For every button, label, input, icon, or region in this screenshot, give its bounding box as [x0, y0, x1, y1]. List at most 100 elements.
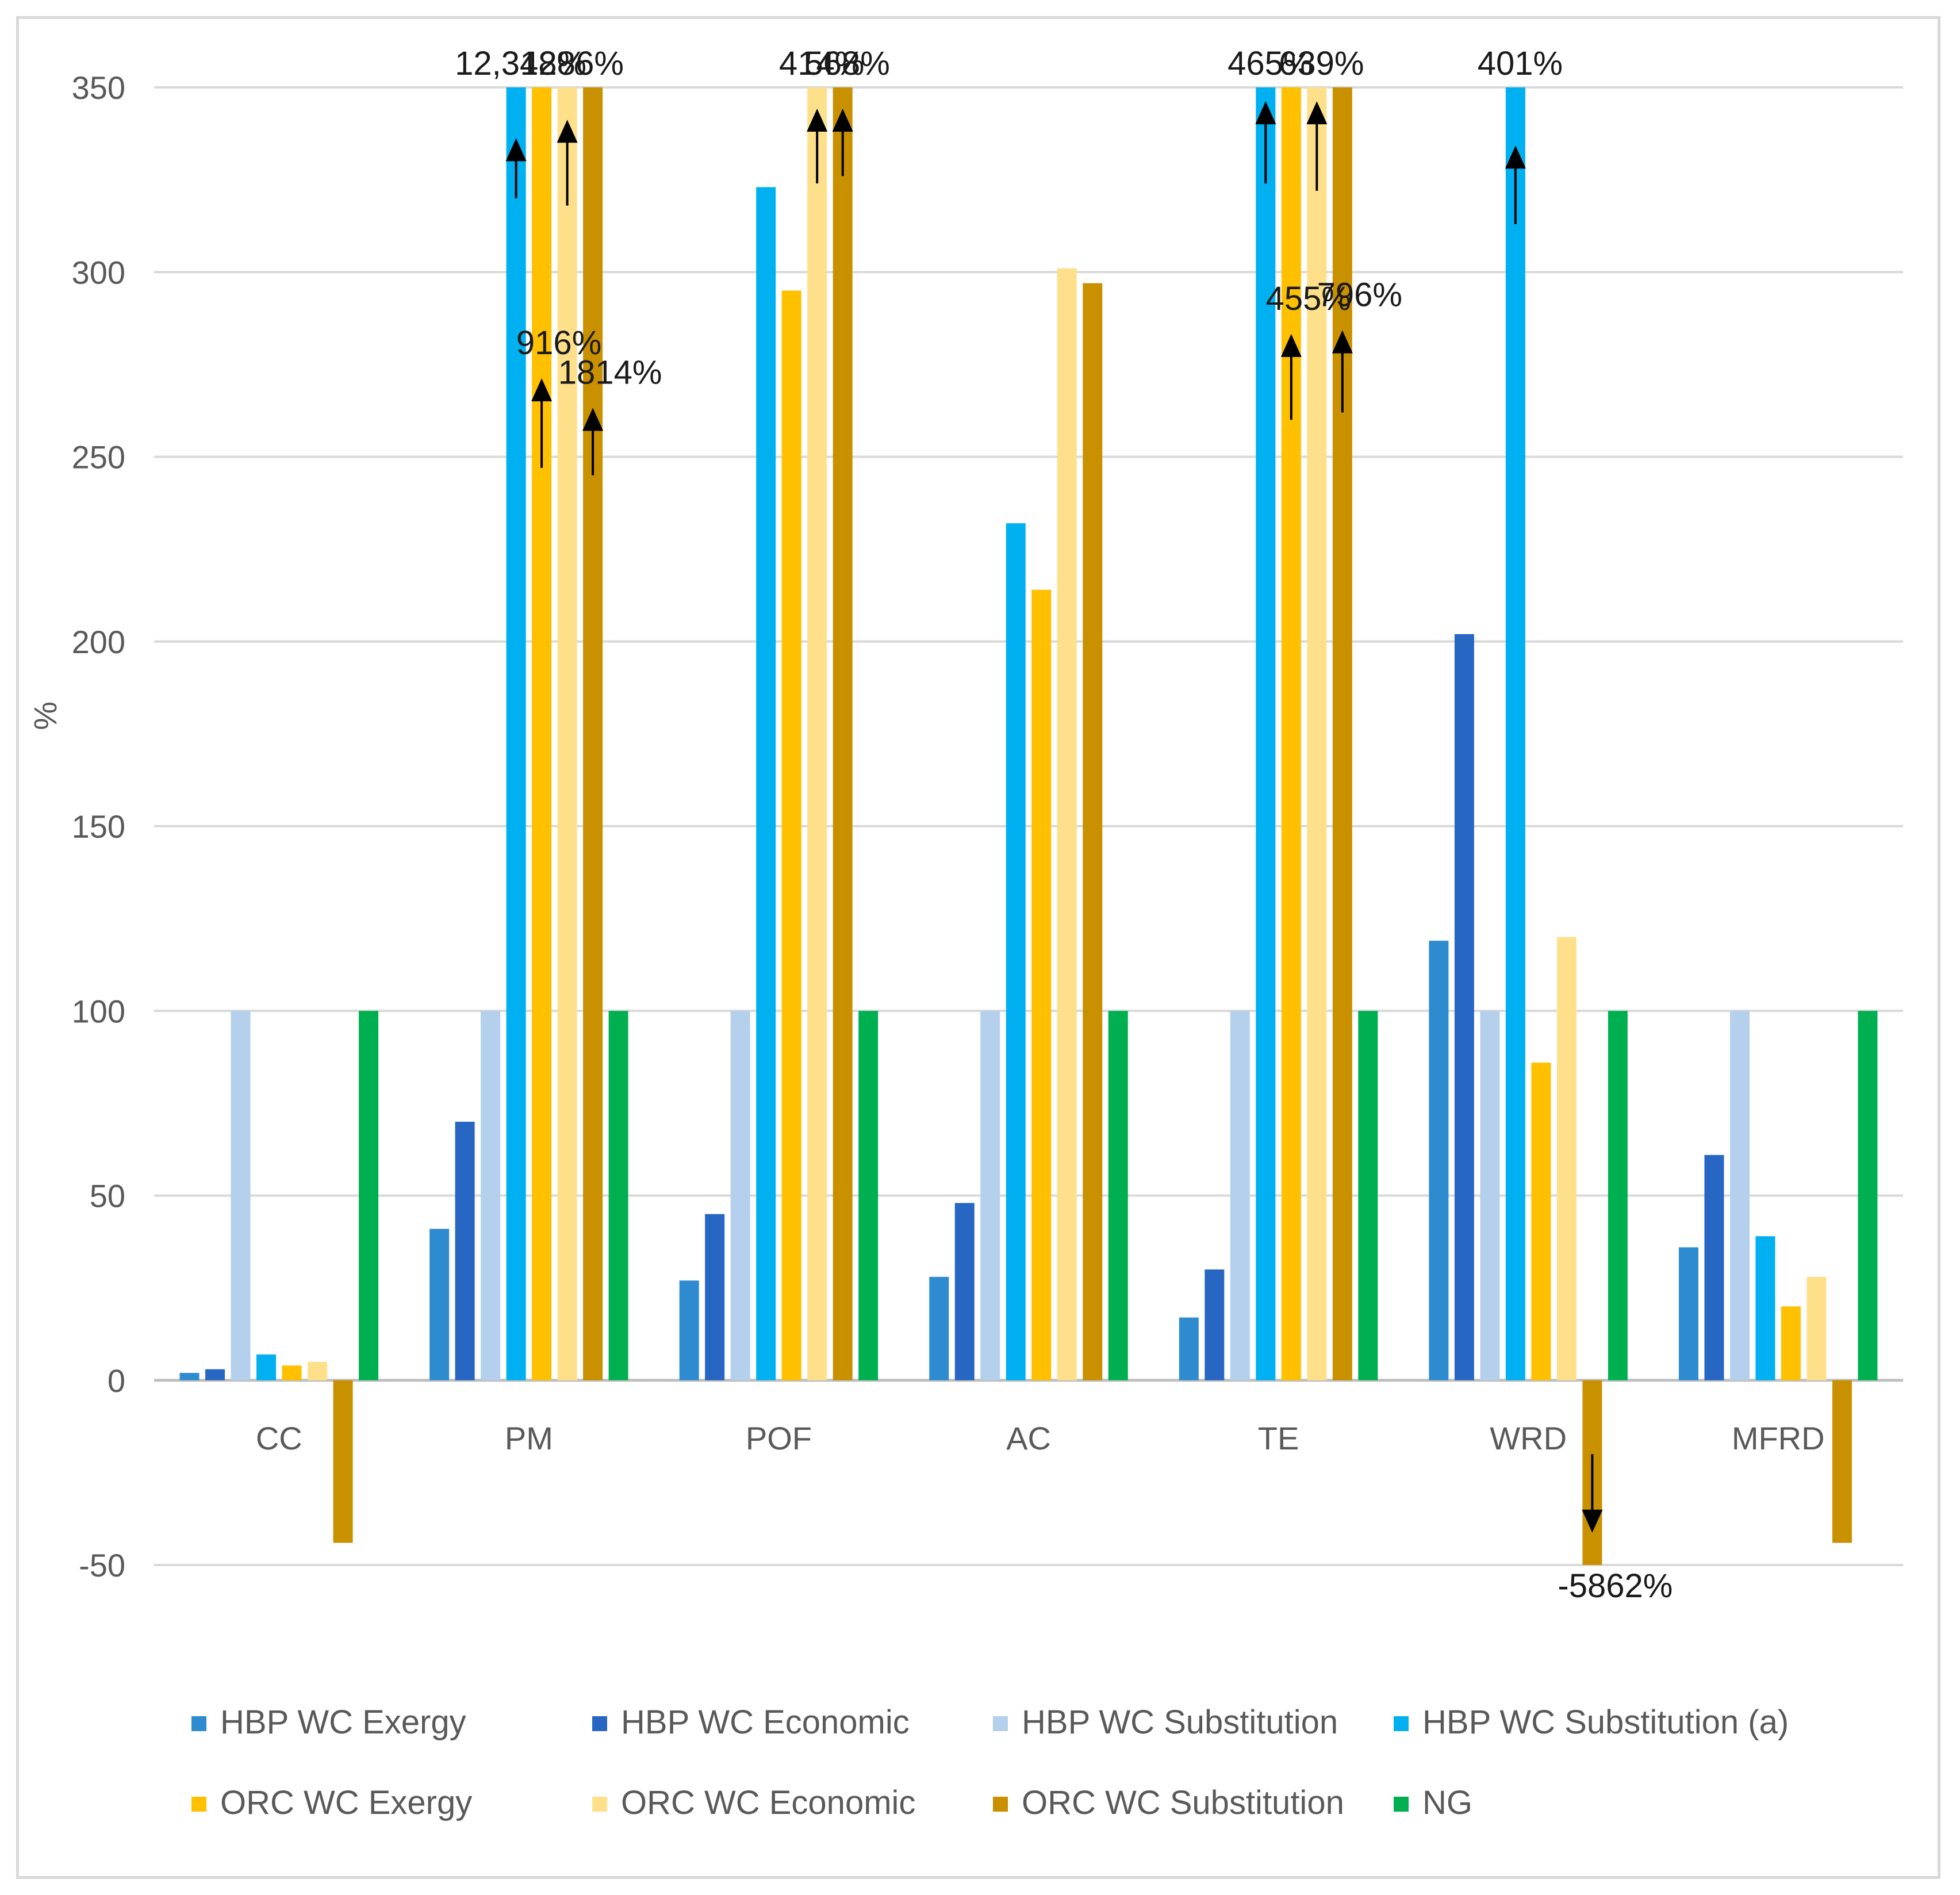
bar [705, 1214, 725, 1380]
bar [1230, 1011, 1250, 1380]
annotation-arrowhead [557, 120, 578, 143]
legend-swatch [191, 1716, 206, 1731]
bar [1332, 87, 1352, 1380]
bar [781, 290, 801, 1380]
legend-swatch [191, 1797, 206, 1812]
data-label: 12,348% [455, 45, 586, 82]
bar [1858, 1011, 1878, 1380]
bar [954, 1203, 975, 1380]
legend-swatch [1394, 1716, 1409, 1731]
axes: -50 0 50 100 150 200 250 300 350 CC PM POF AC TE WRD MF… [72, 70, 1825, 1583]
annotation-arrowhead [1306, 101, 1328, 125]
legend-label: NG [1422, 1784, 1472, 1821]
bar [256, 1354, 277, 1380]
bar [1556, 937, 1577, 1380]
legend-label: ORC WC Exergy [220, 1784, 472, 1821]
bar [1307, 87, 1327, 1380]
bar [1729, 1011, 1750, 1380]
bar [1608, 1011, 1628, 1380]
annotation-arrowhead [582, 408, 604, 431]
annotation-arrowhead [505, 138, 527, 162]
x-tick-label: WRD [1490, 1420, 1567, 1456]
x-tick-label: POF [746, 1420, 812, 1456]
annotation-arrowhead [1280, 333, 1302, 357]
y-tick-label: 0 [108, 1363, 125, 1399]
bar [980, 1011, 1000, 1380]
bar [1704, 1154, 1724, 1380]
bar [282, 1365, 302, 1380]
y-tick-label: -50 [79, 1547, 125, 1583]
bar [1531, 1062, 1551, 1380]
legend-swatch [592, 1797, 607, 1812]
data-label: 568% [805, 45, 890, 82]
bar [506, 87, 526, 1380]
bar [1083, 283, 1103, 1380]
legend-label: HBP WC Substitution (a) [1422, 1704, 1789, 1741]
bar [308, 1361, 328, 1380]
bar [1281, 87, 1301, 1380]
data-label: 796% [1317, 276, 1402, 313]
bar [1806, 1276, 1827, 1380]
legend-swatch [993, 1716, 1008, 1731]
legend-swatch [592, 1716, 607, 1731]
bar [1429, 941, 1449, 1380]
y-tick-label: 250 [72, 439, 125, 475]
y-axis-label: % [27, 701, 63, 730]
legend-label: ORC WC Substitution [1022, 1784, 1344, 1821]
bar [1108, 1011, 1128, 1380]
data-label: 401% [1478, 45, 1563, 82]
data-label: 414% [779, 45, 864, 82]
legend-label: HBP WC Substitution [1022, 1704, 1338, 1741]
bar [1031, 589, 1052, 1380]
bar [1832, 1380, 1852, 1543]
bar [455, 1122, 475, 1380]
bar [1454, 634, 1474, 1380]
x-tick-label: CC [256, 1420, 302, 1456]
bar [1006, 523, 1026, 1380]
bar [1755, 1236, 1775, 1380]
x-tick-label: AC [1006, 1420, 1051, 1456]
data-label: -5862% [1558, 1567, 1673, 1605]
bar [608, 1011, 628, 1380]
bar [532, 87, 552, 1380]
annotation-arrowhead [1332, 330, 1353, 354]
annotation-arrowhead [807, 108, 828, 132]
bar [858, 1011, 879, 1380]
chart-frame [16, 16, 1940, 1879]
bar [756, 187, 776, 1380]
y-tick-label: 100 [72, 993, 125, 1029]
bar [481, 1011, 501, 1380]
bar [1256, 87, 1276, 1380]
bar [679, 1280, 699, 1380]
legend-label: HBP WC Exergy [220, 1704, 466, 1741]
bar [833, 87, 853, 1380]
bar [429, 1229, 450, 1380]
annotation-arrowhead [1505, 145, 1526, 169]
bar [359, 1011, 379, 1380]
y-tick-label: 350 [72, 70, 125, 106]
bar [583, 87, 603, 1380]
data-label: 1814% [558, 354, 662, 391]
legend-swatch [1394, 1797, 1409, 1812]
data-label: 455% [1266, 280, 1351, 317]
legend: HBP WC Exergy HBP WC Economic HBP WC Subst… [191, 1704, 1789, 1821]
bar [1480, 1011, 1500, 1380]
bar [179, 1372, 200, 1380]
legend-label: ORC WC Economic [621, 1784, 915, 1821]
bar [557, 87, 577, 1380]
annotation-arrowhead [832, 108, 853, 132]
annotations: 12,348%1286% 916%1814% 414%568% 465%639% 455… [455, 45, 1673, 1605]
x-tick-label: PM [505, 1420, 553, 1456]
bar [1057, 268, 1077, 1380]
bar [807, 87, 827, 1380]
annotation-arrowhead [1582, 1509, 1603, 1533]
bar [231, 1011, 251, 1380]
gridlines [154, 86, 1903, 1566]
y-tick-label: 300 [72, 254, 125, 290]
legend-label: HBP WC Economic [621, 1704, 910, 1741]
x-tick-label: TE [1258, 1420, 1299, 1456]
x-tick-label: MFRD [1732, 1420, 1825, 1456]
y-tick-label: 50 [90, 1178, 125, 1214]
bar [1179, 1317, 1199, 1380]
